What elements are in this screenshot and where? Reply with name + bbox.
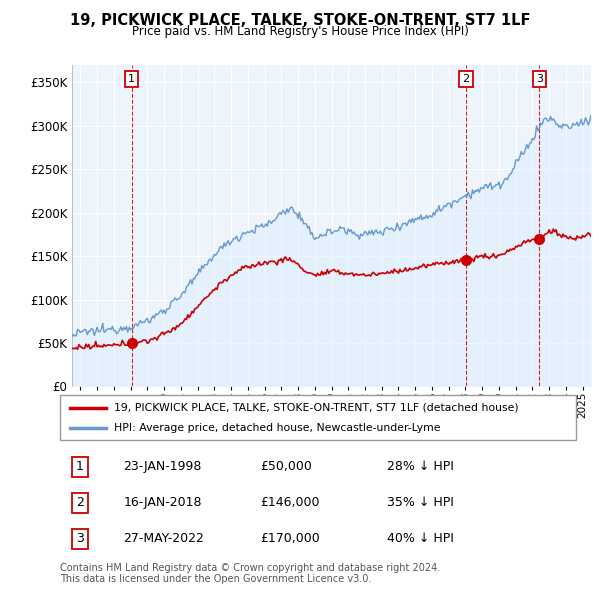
Text: 35% ↓ HPI: 35% ↓ HPI: [388, 496, 454, 510]
Text: Contains HM Land Registry data © Crown copyright and database right 2024.: Contains HM Land Registry data © Crown c…: [60, 563, 440, 572]
Text: 1: 1: [128, 74, 135, 84]
Text: 19, PICKWICK PLACE, TALKE, STOKE-ON-TRENT, ST7 1LF: 19, PICKWICK PLACE, TALKE, STOKE-ON-TREN…: [70, 13, 530, 28]
Text: 23-JAN-1998: 23-JAN-1998: [124, 460, 202, 473]
Text: HPI: Average price, detached house, Newcastle-under-Lyme: HPI: Average price, detached house, Newc…: [114, 424, 440, 434]
Text: £146,000: £146,000: [260, 496, 320, 510]
Text: 27-MAY-2022: 27-MAY-2022: [124, 533, 204, 546]
Text: Price paid vs. HM Land Registry's House Price Index (HPI): Price paid vs. HM Land Registry's House …: [131, 25, 469, 38]
FancyBboxPatch shape: [60, 395, 576, 440]
Text: 1: 1: [76, 460, 84, 473]
Text: £170,000: £170,000: [260, 533, 320, 546]
Text: 19, PICKWICK PLACE, TALKE, STOKE-ON-TRENT, ST7 1LF (detached house): 19, PICKWICK PLACE, TALKE, STOKE-ON-TREN…: [114, 403, 519, 412]
Text: £50,000: £50,000: [260, 460, 313, 473]
Text: 16-JAN-2018: 16-JAN-2018: [124, 496, 202, 510]
Text: 28% ↓ HPI: 28% ↓ HPI: [388, 460, 454, 473]
Text: 40% ↓ HPI: 40% ↓ HPI: [388, 533, 454, 546]
Text: This data is licensed under the Open Government Licence v3.0.: This data is licensed under the Open Gov…: [60, 575, 371, 584]
Text: 3: 3: [76, 533, 84, 546]
Text: 3: 3: [536, 74, 543, 84]
Text: 2: 2: [463, 74, 470, 84]
Text: 2: 2: [76, 496, 84, 510]
